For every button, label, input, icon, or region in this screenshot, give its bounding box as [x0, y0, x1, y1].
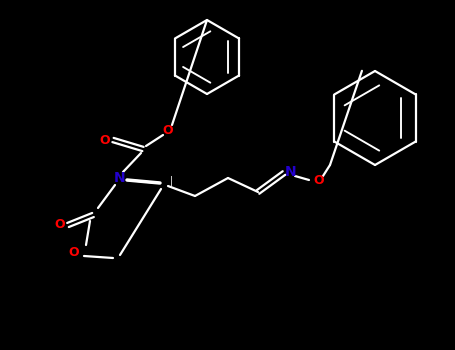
Text: O: O — [163, 124, 173, 136]
Text: O: O — [55, 218, 66, 231]
Text: O: O — [313, 174, 324, 187]
Text: O: O — [100, 133, 110, 147]
Text: O: O — [69, 245, 79, 259]
Text: |: | — [169, 176, 172, 186]
Text: N: N — [114, 171, 126, 185]
Text: N: N — [285, 165, 297, 179]
